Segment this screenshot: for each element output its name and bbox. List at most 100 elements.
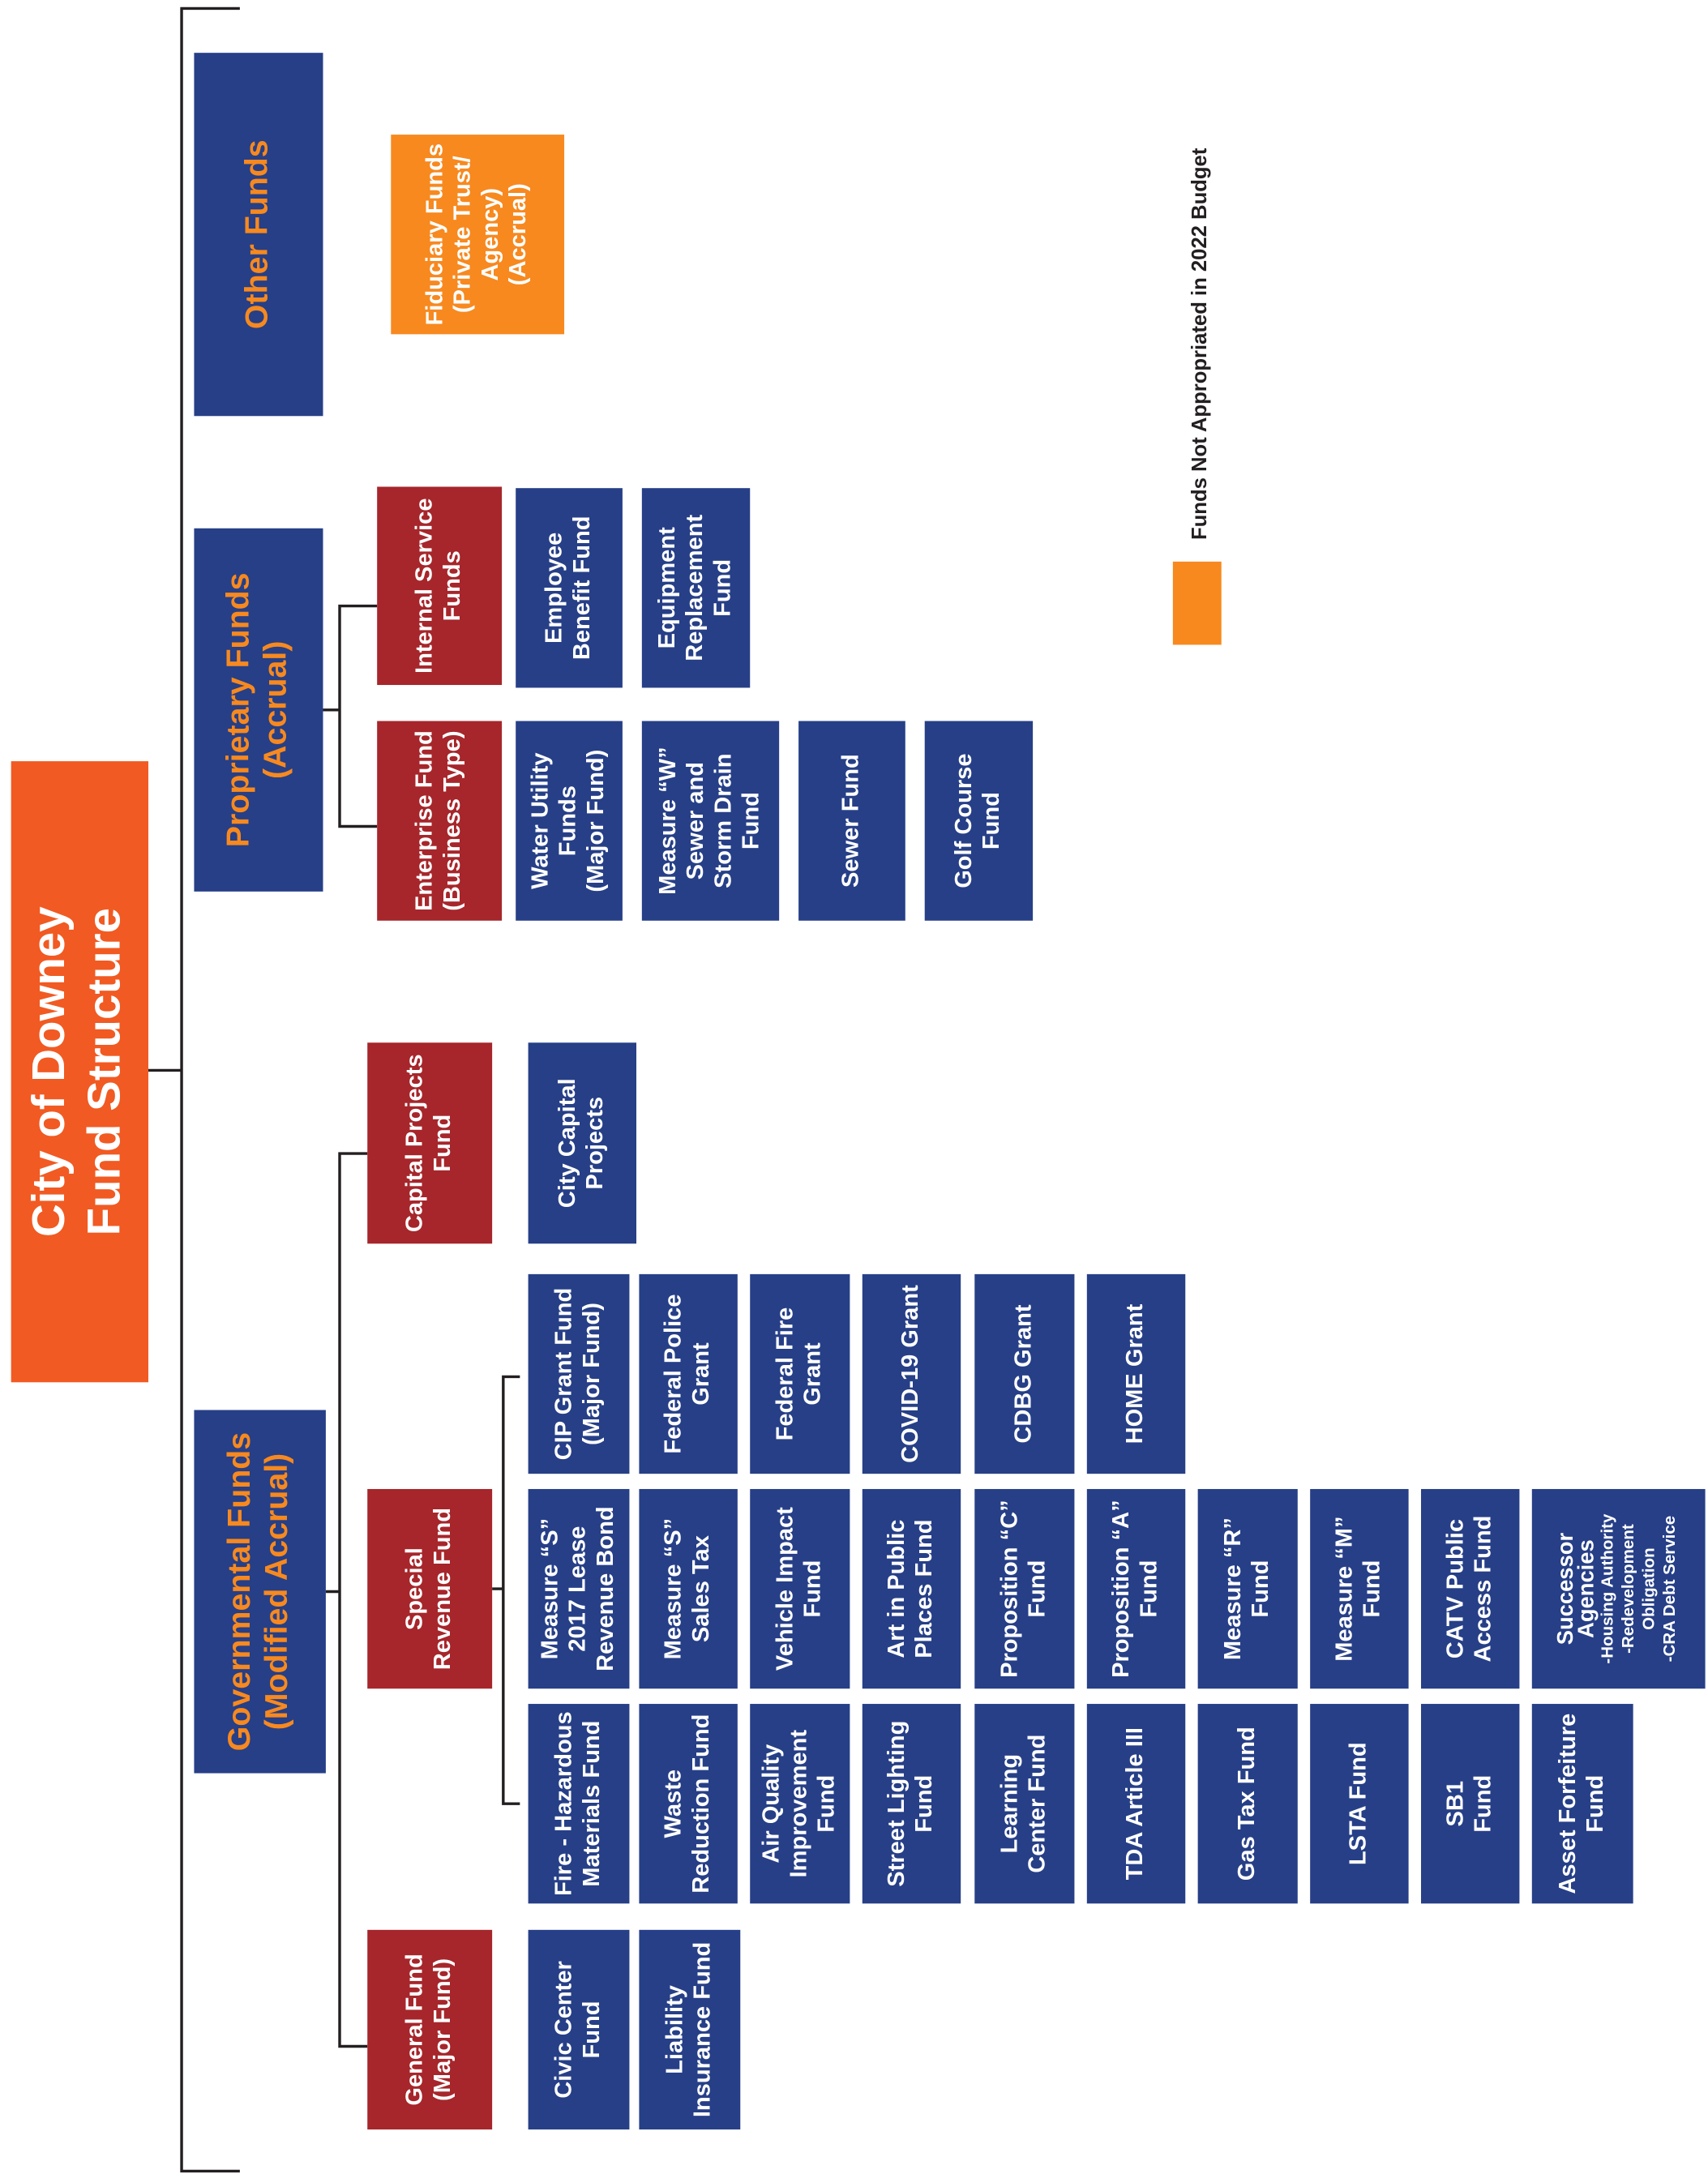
box-label: Fund — [1582, 1775, 1608, 1833]
box-label: CATV Public — [1442, 1519, 1468, 1658]
fund-box — [367, 1929, 493, 2130]
fund-box — [516, 721, 623, 921]
box-label: Fund — [911, 1775, 937, 1833]
box-label: (Major Fund) — [430, 1958, 456, 2101]
box-label: Proprietary Funds — [220, 572, 255, 847]
box-label: Measure “M” — [1331, 1516, 1357, 1661]
box-label: Funds — [439, 550, 465, 621]
fund-box — [639, 1273, 738, 1474]
box-label: Federal Police — [661, 1294, 687, 1453]
box-label: TDA Article III — [1122, 1727, 1148, 1880]
box-label: (Business Type) — [439, 730, 465, 910]
title-box — [11, 761, 148, 1383]
fund-box — [1197, 1704, 1298, 1904]
fund-box — [639, 1929, 741, 2130]
box-label: Fund — [430, 1115, 456, 1172]
fund-box — [750, 1704, 850, 1904]
fund-box — [798, 721, 905, 921]
box-label: Insurance Fund — [690, 1942, 716, 2117]
box-label: 2017 Lease — [565, 1526, 591, 1652]
box-label: Grant — [688, 1342, 714, 1406]
fund-box — [641, 721, 780, 921]
fund-box — [974, 1488, 1075, 1689]
box-label: Asset Forfeiture — [1555, 1714, 1581, 1894]
main-bracket — [180, 6, 240, 2173]
box-label: Fund — [800, 1560, 826, 1618]
box-label: City Capital — [554, 1078, 580, 1208]
fund-box — [528, 1042, 636, 1244]
fund-box — [862, 1704, 961, 1904]
box-label: Benefit Fund — [569, 516, 595, 661]
fund-box — [1086, 1273, 1186, 1474]
box-label: Sales Tax — [688, 1535, 714, 1642]
fund-box — [377, 721, 503, 921]
box-label: Replacement — [682, 515, 708, 661]
box-label: Proposition “A” — [1108, 1500, 1134, 1678]
box-label: LSTA Fund — [1346, 1742, 1372, 1865]
box-label: Agency) — [477, 188, 503, 281]
box-label: Golf Course — [951, 753, 977, 888]
box-label: Measure “R” — [1220, 1517, 1246, 1660]
proprietary-bracket — [323, 604, 378, 828]
fund-box — [924, 721, 1034, 921]
box-label: CDBG Grant — [1011, 1304, 1037, 1443]
box-label: Fiduciary Funds — [422, 143, 448, 325]
box-label: Reduction Fund — [688, 1714, 714, 1894]
box-label: (Major Fund) — [579, 1303, 605, 1445]
box-label: COVID-19 Grant — [897, 1285, 923, 1463]
fund-box — [516, 488, 623, 688]
fund-box — [750, 1273, 850, 1474]
box-label: Access Fund — [1470, 1516, 1496, 1663]
box-label: Fund — [738, 792, 764, 849]
box-label: Internal Service — [412, 499, 438, 674]
fund-box — [1197, 1488, 1298, 1689]
fund-box — [862, 1273, 961, 1474]
fund-box — [750, 1488, 850, 1689]
box-label: Materials Fund — [579, 1721, 605, 1887]
box-label: Grant — [800, 1342, 826, 1406]
box-label: Projects — [582, 1097, 608, 1190]
box-label: Governmental Funds — [221, 1432, 257, 1751]
box-label: Art in Public — [884, 1520, 910, 1658]
box-label: (Private Trust/ — [450, 156, 476, 313]
box-label: Waste — [661, 1770, 687, 1838]
box-label: Learning — [996, 1754, 1022, 1854]
box-label: (Major Fund) — [583, 750, 609, 892]
fund-box — [1086, 1704, 1186, 1904]
box-label: Sewer Fund — [838, 754, 864, 888]
fund-box — [194, 528, 323, 892]
fund-box — [194, 1410, 326, 1774]
governmental-bracket — [325, 1152, 368, 2048]
box-label: Vehicle Impact — [772, 1507, 798, 1671]
box-label: Air Quality — [758, 1744, 784, 1864]
box-label: Revenue Fund — [430, 1508, 456, 1670]
box-label: Fund Structure — [78, 908, 129, 1235]
box-label: Fund — [1248, 1560, 1274, 1618]
fund-box — [1310, 1488, 1409, 1689]
box-label: Federal Fire — [772, 1307, 798, 1441]
legend-swatch — [1172, 561, 1222, 645]
special-revenue-bracket — [492, 1375, 520, 1805]
box-label: (Accrual) — [257, 641, 293, 779]
box-label: Measure “S” — [537, 1518, 563, 1659]
box-label: Sewer and — [683, 762, 708, 879]
box-label: Storm Drain — [710, 753, 736, 888]
box-label: Measure “W” — [655, 747, 681, 894]
box-label: Funds — [555, 785, 581, 856]
box-label: -Housing Authority — [1598, 1513, 1616, 1664]
fund-box — [1420, 1488, 1520, 1689]
fund-box — [641, 488, 751, 688]
box-label: Gas Tax Fund — [1234, 1727, 1260, 1881]
fund-box — [1531, 1704, 1633, 1904]
box-label: Places Fund — [911, 1520, 937, 1658]
fund-box — [1310, 1704, 1409, 1904]
box-label: HOME Grant — [1122, 1303, 1148, 1444]
fund-box — [528, 1273, 630, 1474]
box-label: Obligation — [1640, 1547, 1659, 1629]
box-label: Other Funds — [238, 139, 274, 329]
fund-box — [377, 486, 503, 686]
fund-box — [528, 1488, 630, 1689]
box-label: Employee — [542, 533, 567, 644]
box-label: Water Utility — [528, 752, 554, 888]
